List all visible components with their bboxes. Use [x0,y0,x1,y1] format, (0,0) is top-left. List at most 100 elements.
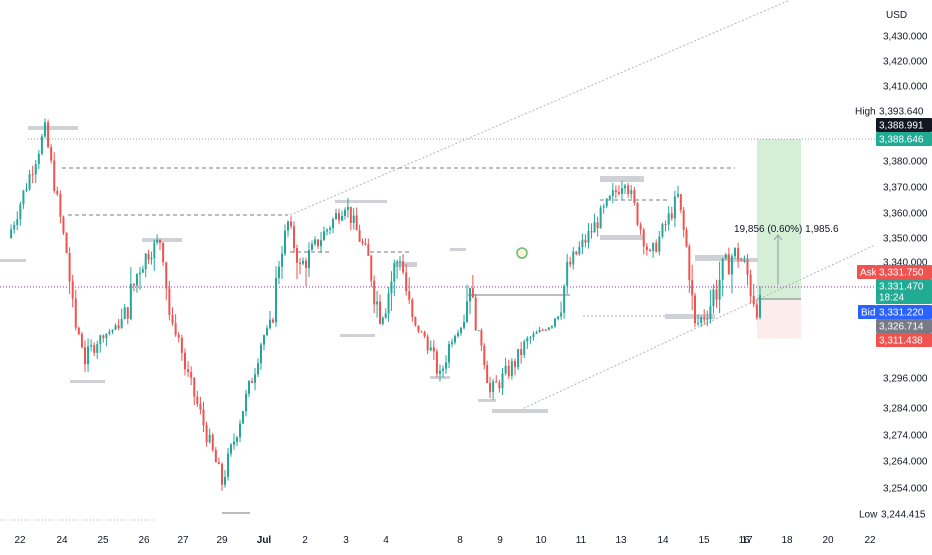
candle-body [498,382,501,389]
candle-body [480,330,483,346]
loss-zone[interactable] [757,299,801,339]
candle-body [703,317,706,320]
candle-body [759,294,761,318]
candle-body [514,361,516,368]
black-tag: 3,388.991 [879,121,924,132]
candle-body [535,332,538,334]
candle-body [299,262,301,264]
ask-label-bg [857,265,876,279]
candle-body [673,196,676,219]
candle-body [417,325,420,332]
candle-body [144,253,147,270]
black-tag-bg [876,118,932,132]
candle-body [211,434,214,450]
sr-box [478,399,496,402]
candle-body [165,262,168,289]
candle-body [700,317,703,323]
time-tick: 22 [864,535,876,546]
candle-body [706,319,709,321]
candle-body [266,328,268,336]
candle-body [114,325,117,330]
ask-label: Ask [860,268,878,279]
candle-body [526,337,529,342]
price-tick: 3,410.000 [883,82,928,93]
channel-upper [289,0,791,216]
candle-body [402,261,405,273]
candle-body [272,319,274,323]
candle-body [532,333,535,337]
candle-body [287,221,289,231]
price-tick: 3,340.000 [883,258,928,269]
candle-body [111,329,114,332]
candle-body [135,274,138,286]
candle-body [642,229,645,247]
candle-body [13,224,16,230]
candle-body [332,219,334,229]
candle-body [501,373,504,389]
candle-body [56,190,59,195]
time-tick: 16 [738,535,750,546]
candle-body [50,147,53,161]
candle-body [53,160,56,191]
candle-body [290,221,292,227]
price-tick: 3,360.000 [883,209,928,220]
candle-body [44,122,46,137]
price-tick: 3,254.000 [883,484,928,495]
candle-body [224,476,226,485]
candle-body [171,314,174,324]
time-tick: 3 [343,535,349,546]
candle-body [477,330,480,332]
candle-body [510,361,513,377]
candle-body [667,213,670,225]
candle-body [466,301,468,322]
high-label: High [855,107,876,118]
sr-box [340,334,375,337]
last-price-tag-bg [876,279,932,293]
candle-body [162,242,165,263]
candle-body [727,254,730,275]
candle-body [670,213,673,219]
candle-body [411,299,414,318]
ask-price-tag: 3,331.750 [879,268,924,279]
time-tick: 14 [657,535,669,546]
high-value-bg [876,104,932,118]
gray-price-tag: 3,326.714 [879,322,924,333]
candle-body [296,247,298,263]
time-tick: 17 [741,535,753,546]
candle-body [214,449,217,463]
candle-body [257,363,259,375]
candle-body [190,372,193,378]
time-tick-month: Jul [257,535,272,546]
candle-body [560,312,563,317]
candle-body [281,253,283,267]
candle-body [47,122,50,148]
time-tick: 26 [138,535,150,546]
sr-box [492,409,548,413]
candle-body [196,396,199,404]
candle-body [34,164,37,175]
candle-body [293,226,295,248]
candle-body [596,222,599,229]
candle-body [93,345,96,353]
profit-zone[interactable] [757,139,801,300]
candle-body [314,239,316,245]
candle-body [396,261,399,264]
candle-body [358,230,361,242]
event-flag-icon[interactable] [516,247,528,259]
time-tick: 10 [535,535,547,546]
sr-box [665,314,715,319]
candle-body [448,344,450,363]
candle-body [156,239,159,243]
candle-body [645,246,648,251]
candle-body [746,259,749,275]
candle-body [715,289,718,300]
candle-body [275,277,277,323]
price-tick: 3,274.000 [883,431,928,442]
ask-price-tag-bg [876,265,932,279]
candle-body [520,349,523,355]
candle-body [489,382,491,392]
candle-body [721,258,724,280]
candle-body [451,342,453,345]
